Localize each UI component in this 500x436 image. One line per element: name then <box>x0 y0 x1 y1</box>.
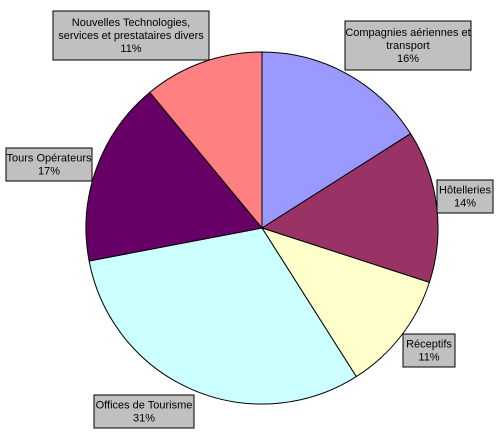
slice-label-box <box>93 394 195 429</box>
slice-category-label: transport <box>386 40 429 52</box>
slice-category-label: Offices de Tourisme <box>96 400 193 412</box>
slice-value-label: 11% <box>418 352 439 364</box>
slice-category-label: Compagnies aériennes et <box>345 27 470 39</box>
slice-category-label: Réceptifs <box>406 339 452 351</box>
pie-slice <box>149 51 263 230</box>
pie-slice <box>88 227 358 405</box>
slice-value-label: 11% <box>120 43 141 55</box>
slice-label-box <box>436 179 494 214</box>
slice-label-box <box>344 20 472 71</box>
slice-category-label: services et prestataires divers <box>58 30 204 42</box>
slice-label-box <box>52 10 210 61</box>
slice-label: Nouvelles Technologies,services et prest… <box>52 10 210 61</box>
slice-value-label: 17% <box>38 166 60 178</box>
slice-value-label: 14% <box>454 198 476 210</box>
slice-label-box <box>402 333 456 368</box>
slice-category-label: Hôtelleries <box>439 185 491 197</box>
pie-slice <box>260 227 431 378</box>
slice-category-label: Nouvelles Technologies, <box>72 17 190 29</box>
pie-slice <box>261 51 412 229</box>
slice-value-label: 31% <box>133 413 155 425</box>
pie-slice <box>85 91 263 262</box>
pie-slices <box>85 51 439 405</box>
slice-value-label: 16% <box>397 53 419 65</box>
slice-category-label: Tours Opérateurs <box>7 153 92 165</box>
slice-label-box <box>5 147 93 182</box>
